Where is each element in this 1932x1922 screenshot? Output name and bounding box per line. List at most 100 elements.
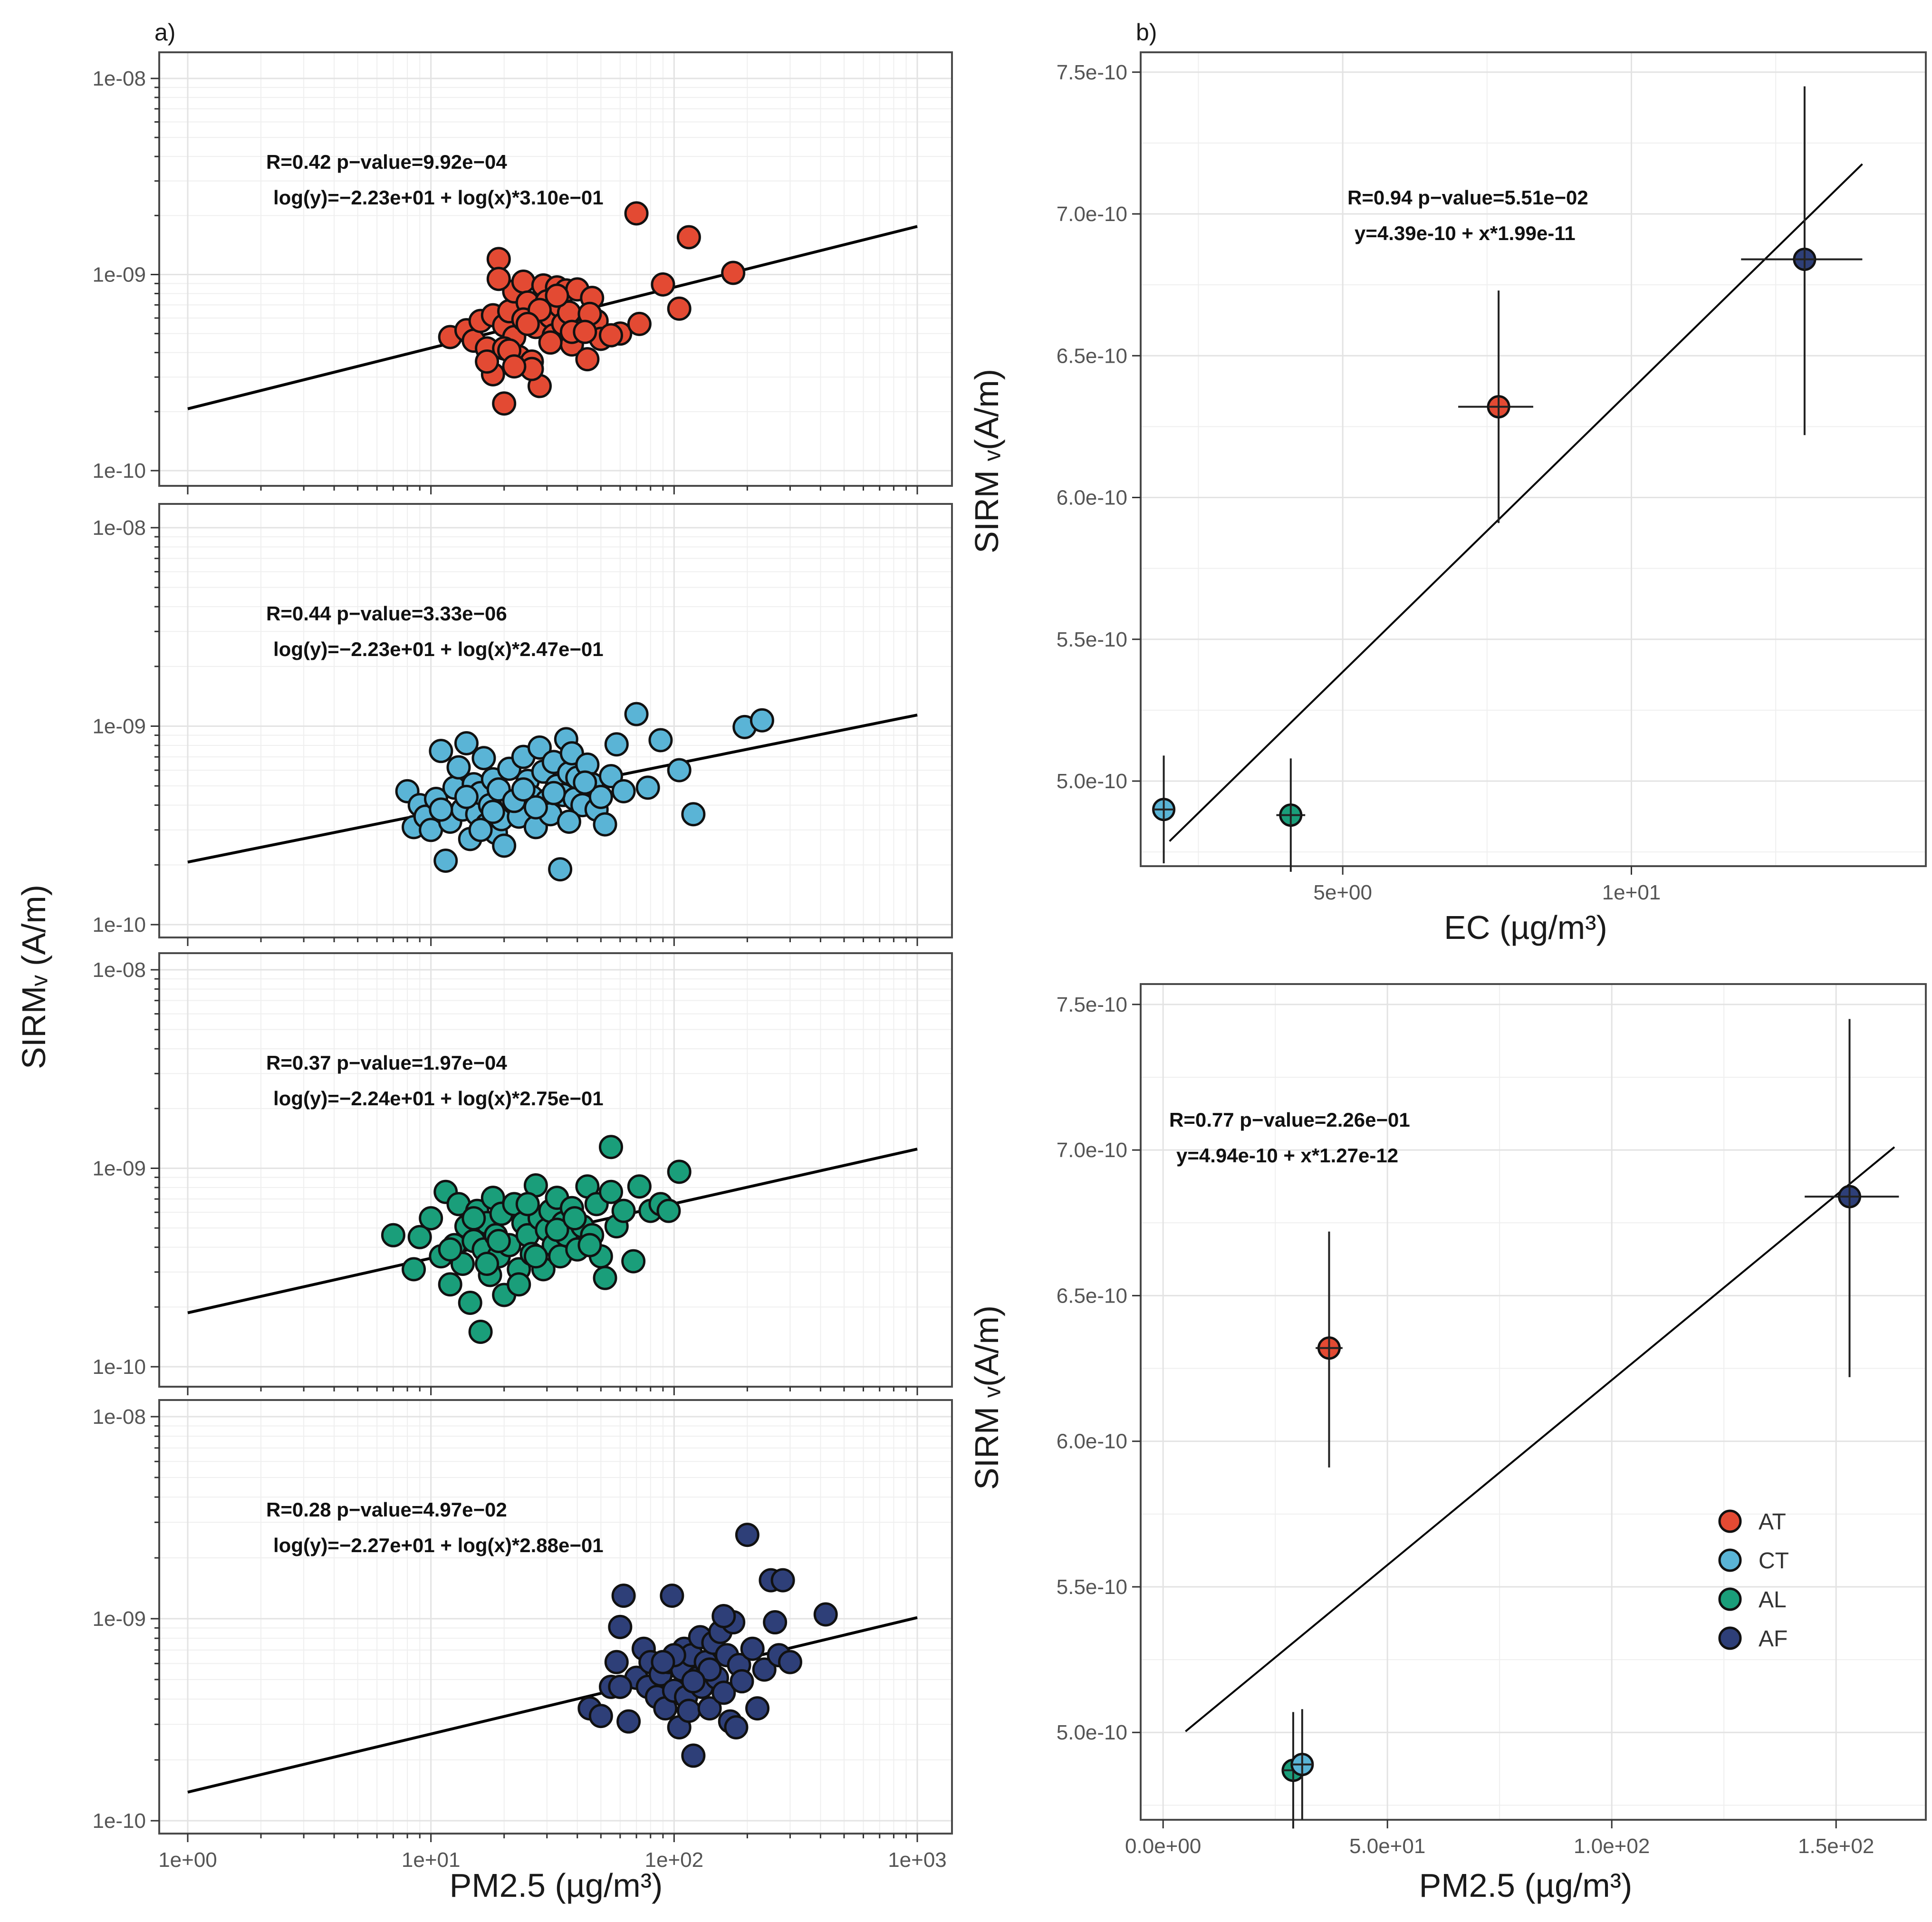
y-tick-label: 7.0e-10	[1057, 1139, 1127, 1162]
data-point	[541, 781, 566, 805]
point-CT	[1152, 755, 1176, 864]
gridlines	[154, 954, 951, 1391]
x-tick-label: 0.0e+00	[1125, 1835, 1201, 1858]
data-point	[461, 1206, 486, 1231]
gridlines	[154, 53, 951, 491]
chart-panel-b_top: 5e+00 1e+01 5.0e-10 5.5e-10 6.0e-10 6.5e-10 7.…	[1057, 51, 1927, 904]
legend-label-AF: AF	[1759, 1626, 1788, 1652]
stats-annotation: R=0.94 p−value=5.51e−02	[1347, 186, 1588, 209]
legend: AT CT AL AF	[1718, 1509, 1789, 1652]
data-point	[438, 1237, 462, 1262]
x-tick-label: 1.5e+02	[1798, 1835, 1874, 1858]
data-point	[468, 818, 493, 842]
legend-label-AL: AL	[1759, 1587, 1787, 1613]
x-tick-label: 5.0e+01	[1349, 1835, 1425, 1858]
charts-layer: 1e-10 1e-09 1e-08 R=0.42 p−value=9.92e−04 lo…	[92, 51, 1927, 1872]
data-point	[608, 1674, 633, 1699]
data-point	[697, 1657, 722, 1682]
data-point	[611, 1584, 636, 1608]
y-tick-label: 7.5e-10	[1057, 61, 1127, 84]
regression-line	[1185, 1146, 1895, 1732]
data-point	[608, 1614, 633, 1639]
data-point	[681, 1669, 706, 1694]
y-tick-label: 7.0e-10	[1057, 203, 1127, 226]
data-point	[492, 833, 517, 858]
data-point	[676, 1699, 701, 1723]
y-tick-label: 6.5e-10	[1057, 1284, 1127, 1307]
gridlines	[1142, 53, 1925, 865]
right-top-x-axis-title: EC (µg/m³)	[1444, 909, 1607, 946]
y-tick-label: 5.5e-10	[1057, 1575, 1127, 1599]
data-point	[611, 1198, 636, 1223]
data-point	[651, 272, 675, 297]
data-point	[545, 1217, 569, 1242]
data-point	[813, 1602, 838, 1627]
left-y-axis-title: SIRMᵥ (A/m)	[15, 885, 52, 1069]
legend-label-CT: CT	[1759, 1548, 1789, 1574]
points-CT	[395, 702, 774, 882]
equation-annotation: y=4.39e-10 + x*1.99e-11	[1355, 222, 1576, 244]
data-point	[471, 746, 496, 771]
legend-swatch-AF	[1718, 1626, 1742, 1650]
data-point	[621, 1249, 646, 1274]
data-point	[573, 770, 597, 795]
point-AF	[1805, 1019, 1899, 1377]
equation-annotation: log(y)=−2.24e+01 + log(x)*2.75e−01	[273, 1087, 604, 1110]
x-tick-label: 1.0e+02	[1574, 1835, 1650, 1858]
data-point	[486, 267, 511, 291]
x-tick-label: 1e+01	[402, 1848, 461, 1872]
legend-swatch-AL	[1718, 1587, 1742, 1611]
data-point	[711, 1681, 736, 1705]
x-tick-label: 5e+00	[1313, 881, 1372, 904]
data-point	[711, 1604, 736, 1629]
data-point	[438, 1272, 462, 1297]
data-point	[429, 797, 453, 822]
equation-annotation: log(y)=−2.23e+01 + log(x)*3.10e−01	[273, 186, 604, 209]
data-point	[627, 1174, 652, 1199]
data-point	[492, 391, 517, 416]
data-point	[667, 758, 692, 782]
plot-area	[158, 952, 953, 1388]
data-point	[588, 784, 613, 809]
plot-area	[1140, 51, 1927, 867]
legend-swatch-CT	[1718, 1548, 1742, 1572]
data-point	[750, 708, 774, 733]
y-tick-label: 6.0e-10	[1057, 1430, 1127, 1453]
data-point	[667, 296, 692, 321]
data-point	[598, 1179, 623, 1204]
data-point	[381, 1223, 405, 1247]
right-bottom-y-axis-title: SIRM ᵥ(A/m)	[968, 1305, 1005, 1490]
data-point	[407, 1225, 432, 1249]
point-AF	[1741, 86, 1863, 435]
data-point	[527, 735, 552, 760]
data-point	[611, 779, 636, 803]
data-point	[458, 1290, 482, 1315]
plot-area	[158, 51, 953, 487]
data-point	[604, 1650, 629, 1674]
data-point	[523, 795, 548, 820]
data-point	[740, 1636, 765, 1661]
equation-annotation: log(y)=−2.23e+01 + log(x)*2.47e−01	[273, 638, 604, 660]
left-x-axis-title: PM2.5 (µg/m³)	[450, 1867, 663, 1904]
data-point	[548, 857, 573, 882]
y-tick-label: 6.5e-10	[1057, 344, 1127, 367]
y-tick-label: 1e-09	[92, 1157, 146, 1180]
data-point	[486, 247, 511, 271]
stats-annotation: R=0.44 p−value=3.33e−06	[266, 602, 507, 625]
data-point	[681, 1743, 706, 1768]
y-tick-label: 1e-10	[92, 1355, 146, 1379]
data-point	[593, 812, 617, 837]
stats-annotation: R=0.37 p−value=1.97e−04	[266, 1052, 507, 1074]
data-point	[573, 319, 597, 344]
data-point	[562, 1206, 587, 1231]
points-AL	[381, 1135, 692, 1344]
regression-line	[1169, 163, 1863, 842]
data-point	[648, 728, 673, 753]
data-point	[752, 1657, 777, 1682]
data-point	[770, 1568, 795, 1593]
data-point	[598, 323, 623, 348]
data-point	[433, 848, 458, 873]
y-tick-label: 1e-08	[92, 958, 146, 982]
data-point	[598, 1135, 623, 1159]
